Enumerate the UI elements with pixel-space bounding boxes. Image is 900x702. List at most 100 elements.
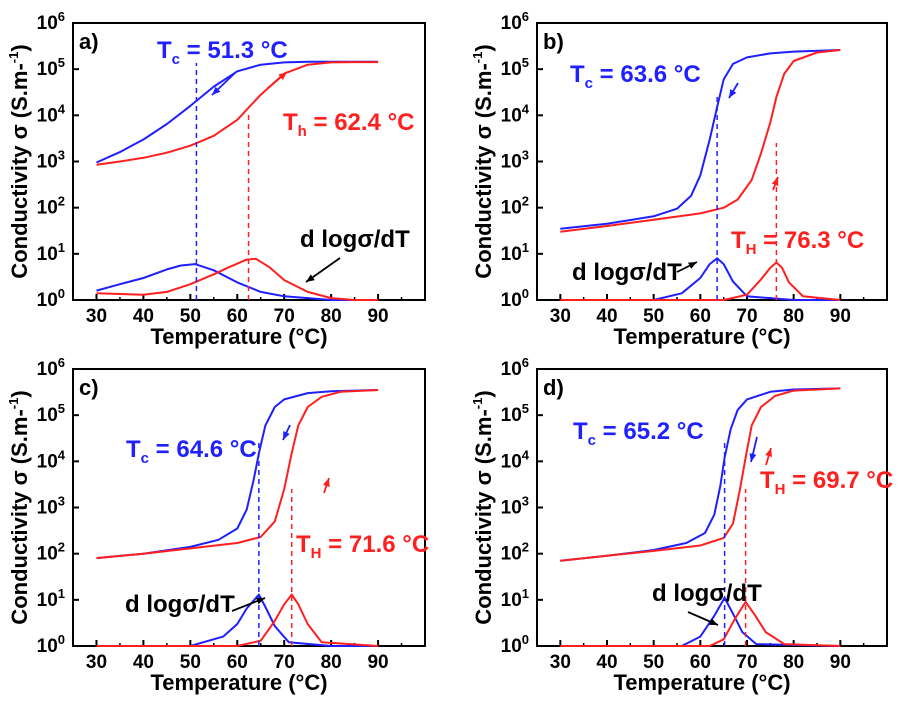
x-tick-label: 60 — [227, 306, 248, 327]
derivative-cooling-line — [96, 593, 379, 647]
derivative-label: d logσ/dT — [125, 591, 235, 618]
x-tick-label: 80 — [783, 652, 804, 673]
conductivity-cooling-line — [96, 389, 379, 560]
x-tick-label: 70 — [736, 306, 757, 327]
cooling-temperature-label: Tc = 65.2 °C — [573, 418, 704, 449]
derivative-arrow-head — [256, 597, 265, 605]
y-tick-label: 105 — [37, 401, 65, 426]
conductivity-heating-line — [560, 387, 841, 562]
y-tick-label: 106 — [501, 355, 529, 380]
x-tick-label: 70 — [274, 652, 295, 673]
panel-label: d) — [543, 375, 564, 400]
x-tick-label: 70 — [736, 652, 757, 673]
panel-c: 30 40 50 60 70 80 90 100 101 102 103 104 105 106 Tempe… — [6, 355, 429, 695]
y-axis-label: Conductivity σ (S.m--1) — [470, 44, 496, 278]
cooling-temperature-label: Tc = 51.3 °C — [157, 37, 288, 68]
conductivity-heating-line — [560, 49, 841, 233]
y-tick-label: 103 — [501, 494, 529, 519]
y-tick-label: 103 — [37, 494, 65, 519]
y-tick-label: 104 — [501, 101, 530, 126]
heating-temperature-label: TH = 71.6 °C — [296, 531, 429, 562]
derivative-label: d logσ/dT — [652, 580, 762, 607]
cooling-temperature-label: Tc = 63.6 °C — [570, 61, 701, 92]
x-tick-label: 50 — [643, 652, 664, 673]
y-tick-label: 102 — [37, 540, 65, 565]
x-tick-label: 90 — [830, 306, 851, 327]
panel-d: 30 40 50 60 70 80 90 100 101 102 103 104 105 106 Tempe… — [470, 355, 893, 695]
heating-arrow-head — [278, 72, 287, 81]
y-tick-label: 106 — [37, 355, 65, 380]
y-tick-label: 103 — [501, 148, 529, 173]
panel-label: c) — [79, 375, 99, 400]
derivative-heating-line — [560, 261, 841, 301]
heating-arrow-head — [771, 177, 779, 186]
x-tick-label: 50 — [180, 652, 201, 673]
panel-label: a) — [79, 29, 99, 54]
cooling-arrow-head — [212, 86, 221, 95]
y-tick-label: 106 — [501, 9, 529, 34]
derivative-heating-line — [96, 257, 379, 301]
cooling-arrow-head — [283, 431, 290, 440]
y-tick-label: 100 — [501, 632, 529, 657]
conductivity-cooling-line — [560, 49, 841, 230]
y-tick-label: 105 — [37, 55, 65, 80]
heating-arrow-head — [765, 448, 773, 457]
y-axis-label: Conductivity σ (S.m--1) — [6, 44, 32, 278]
x-tick-label: 90 — [830, 652, 851, 673]
y-tick-label: 104 — [37, 101, 66, 126]
derivative-arrow-head — [709, 618, 718, 625]
heating-arrow-head — [323, 478, 330, 487]
y-axis-label: Conductivity σ (S.m--1) — [6, 390, 32, 624]
x-tick-label: 60 — [227, 652, 248, 673]
derivative-heating-line — [560, 600, 841, 647]
y-tick-label: 100 — [501, 286, 529, 311]
x-tick-label: 30 — [86, 306, 107, 327]
x-tick-label: 90 — [367, 652, 388, 673]
y-tick-label: 105 — [501, 55, 529, 80]
x-tick-label: 50 — [643, 306, 664, 327]
x-tick-label: 60 — [690, 652, 711, 673]
conductivity-heating-line — [96, 389, 379, 560]
x-axis-label: Temperature (°C) — [150, 670, 327, 695]
x-tick-label: 40 — [596, 306, 617, 327]
y-tick-label: 101 — [501, 586, 529, 611]
x-tick-label: 30 — [550, 652, 571, 673]
x-tick-label: 90 — [367, 306, 388, 327]
x-tick-label: 80 — [321, 306, 342, 327]
y-tick-label: 102 — [501, 540, 529, 565]
y-axis-label: Conductivity σ (S.m--1) — [470, 390, 496, 624]
heating-temperature-label: TH = 69.7 °C — [760, 467, 893, 498]
y-tick-label: 106 — [37, 9, 65, 34]
x-tick-label: 50 — [180, 306, 201, 327]
derivative-label: d logσ/dT — [300, 226, 410, 253]
x-tick-label: 60 — [690, 306, 711, 327]
y-tick-label: 102 — [501, 194, 529, 219]
cooling-arrow-head — [749, 453, 757, 462]
y-tick-label: 101 — [37, 240, 65, 265]
derivative-cooling-line — [96, 263, 379, 301]
x-tick-label: 40 — [596, 652, 617, 673]
x-axis-label: Temperature (°C) — [613, 670, 790, 695]
y-tick-label: 105 — [501, 401, 529, 426]
y-tick-label: 101 — [501, 240, 529, 265]
y-tick-label: 100 — [37, 632, 65, 657]
y-tick-label: 103 — [37, 148, 65, 173]
derivative-heating-line — [96, 593, 379, 647]
derivative-cooling-line — [560, 257, 841, 301]
y-tick-label: 101 — [37, 586, 65, 611]
panel-b: 30 40 50 60 70 80 90 100 101 102 103 104 105 106 Tempe… — [470, 9, 888, 349]
panel-a: 30 40 50 60 70 80 90 100 101 102 103 104 105 106 Tempe… — [6, 9, 426, 349]
derivative-arrow-head — [306, 274, 315, 282]
y-tick-label: 100 — [37, 286, 65, 311]
x-tick-label: 30 — [550, 306, 571, 327]
x-axis-label: Temperature (°C) — [150, 324, 327, 349]
derivative-label: d logσ/dT — [572, 259, 682, 286]
x-axis-label: Temperature (°C) — [613, 324, 790, 349]
derivative-arrow-head — [688, 262, 697, 269]
cooling-arrow-head — [729, 89, 737, 98]
x-tick-label: 40 — [133, 652, 154, 673]
panel-label: b) — [543, 29, 564, 54]
heating-temperature-label: Th = 62.4 °C — [283, 109, 415, 140]
cooling-temperature-label: Tc = 64.6 °C — [126, 436, 257, 467]
